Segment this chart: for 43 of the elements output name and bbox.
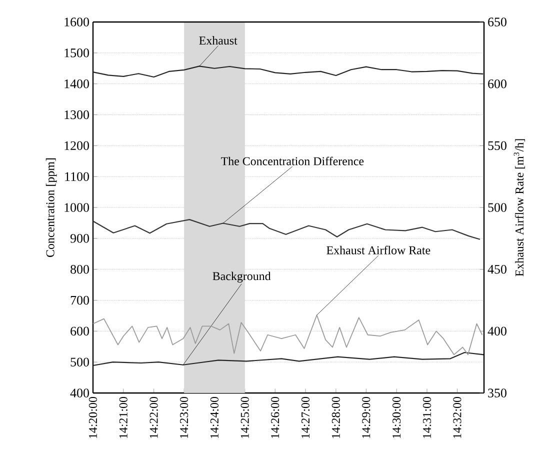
text: Background <box>212 272 271 283</box>
y-tick-label: 1100 <box>65 172 89 181</box>
x-tick-label: 14:28:00 <box>332 396 340 438</box>
x-tick-label: 14:27:00 <box>301 396 310 438</box>
y-axis-title: Concentration [ppm] <box>46 158 57 257</box>
text: The Concentration Difference <box>221 156 364 166</box>
y2-tick-label: 500 <box>488 203 506 212</box>
x-tick-label: 14:22:00 <box>150 396 158 438</box>
y2-tick-label: 400 <box>488 326 506 336</box>
line-series <box>92 314 483 356</box>
x-tick-label: 14:26:00 <box>271 396 280 438</box>
y2-tick-label: 600 <box>488 79 506 88</box>
x-tick-label: 14:21:00 <box>119 396 128 438</box>
text: Exhaust Airflow Rate <box>326 246 430 254</box>
y-tick-label: 500 <box>70 358 89 366</box>
x-tick-label: 14:29:00 <box>362 396 370 438</box>
y2-tick-label: 350 <box>488 388 506 398</box>
line-series <box>92 66 484 78</box>
line-series <box>92 352 484 366</box>
y-tick-label: 800 <box>70 264 89 274</box>
x-tick-label: 14:24:00 <box>210 396 219 438</box>
y-tick-label: 1400 <box>64 79 89 88</box>
x-tick-label: 14:23:00 <box>180 396 188 438</box>
y-tick-label: 1500 <box>64 48 89 58</box>
x-tick-label: 14:30:00 <box>392 396 401 438</box>
y2-tick-label: 550 <box>488 141 506 150</box>
x-tick-label: 14:32:00 <box>453 396 462 438</box>
y2-tick-label: 450 <box>488 264 506 274</box>
x-tick-label: 14:25:00 <box>240 396 249 438</box>
y-tick-label: 700 <box>70 296 89 305</box>
y-tick-label: 900 <box>70 234 89 243</box>
x-tick-label: 14:20:00 <box>88 396 98 438</box>
y-tick-label: 1300 <box>64 110 89 120</box>
y-tick-label: 1000 <box>64 203 89 212</box>
y-tick-label: 1200 <box>64 141 89 150</box>
series-label: Exhaust <box>199 36 238 45</box>
x-tick-label: 14:31:00 <box>422 396 432 438</box>
y2-axis-title: Exhaust Airflow Rate [m$^{3}$/h] <box>514 139 526 276</box>
y-tick-label: 400 <box>70 388 89 398</box>
line-series <box>92 219 481 240</box>
y2-tick-label: 650 <box>488 18 506 26</box>
y-tick-label: 1600 <box>64 18 89 26</box>
y-tick-label: 600 <box>70 326 89 336</box>
